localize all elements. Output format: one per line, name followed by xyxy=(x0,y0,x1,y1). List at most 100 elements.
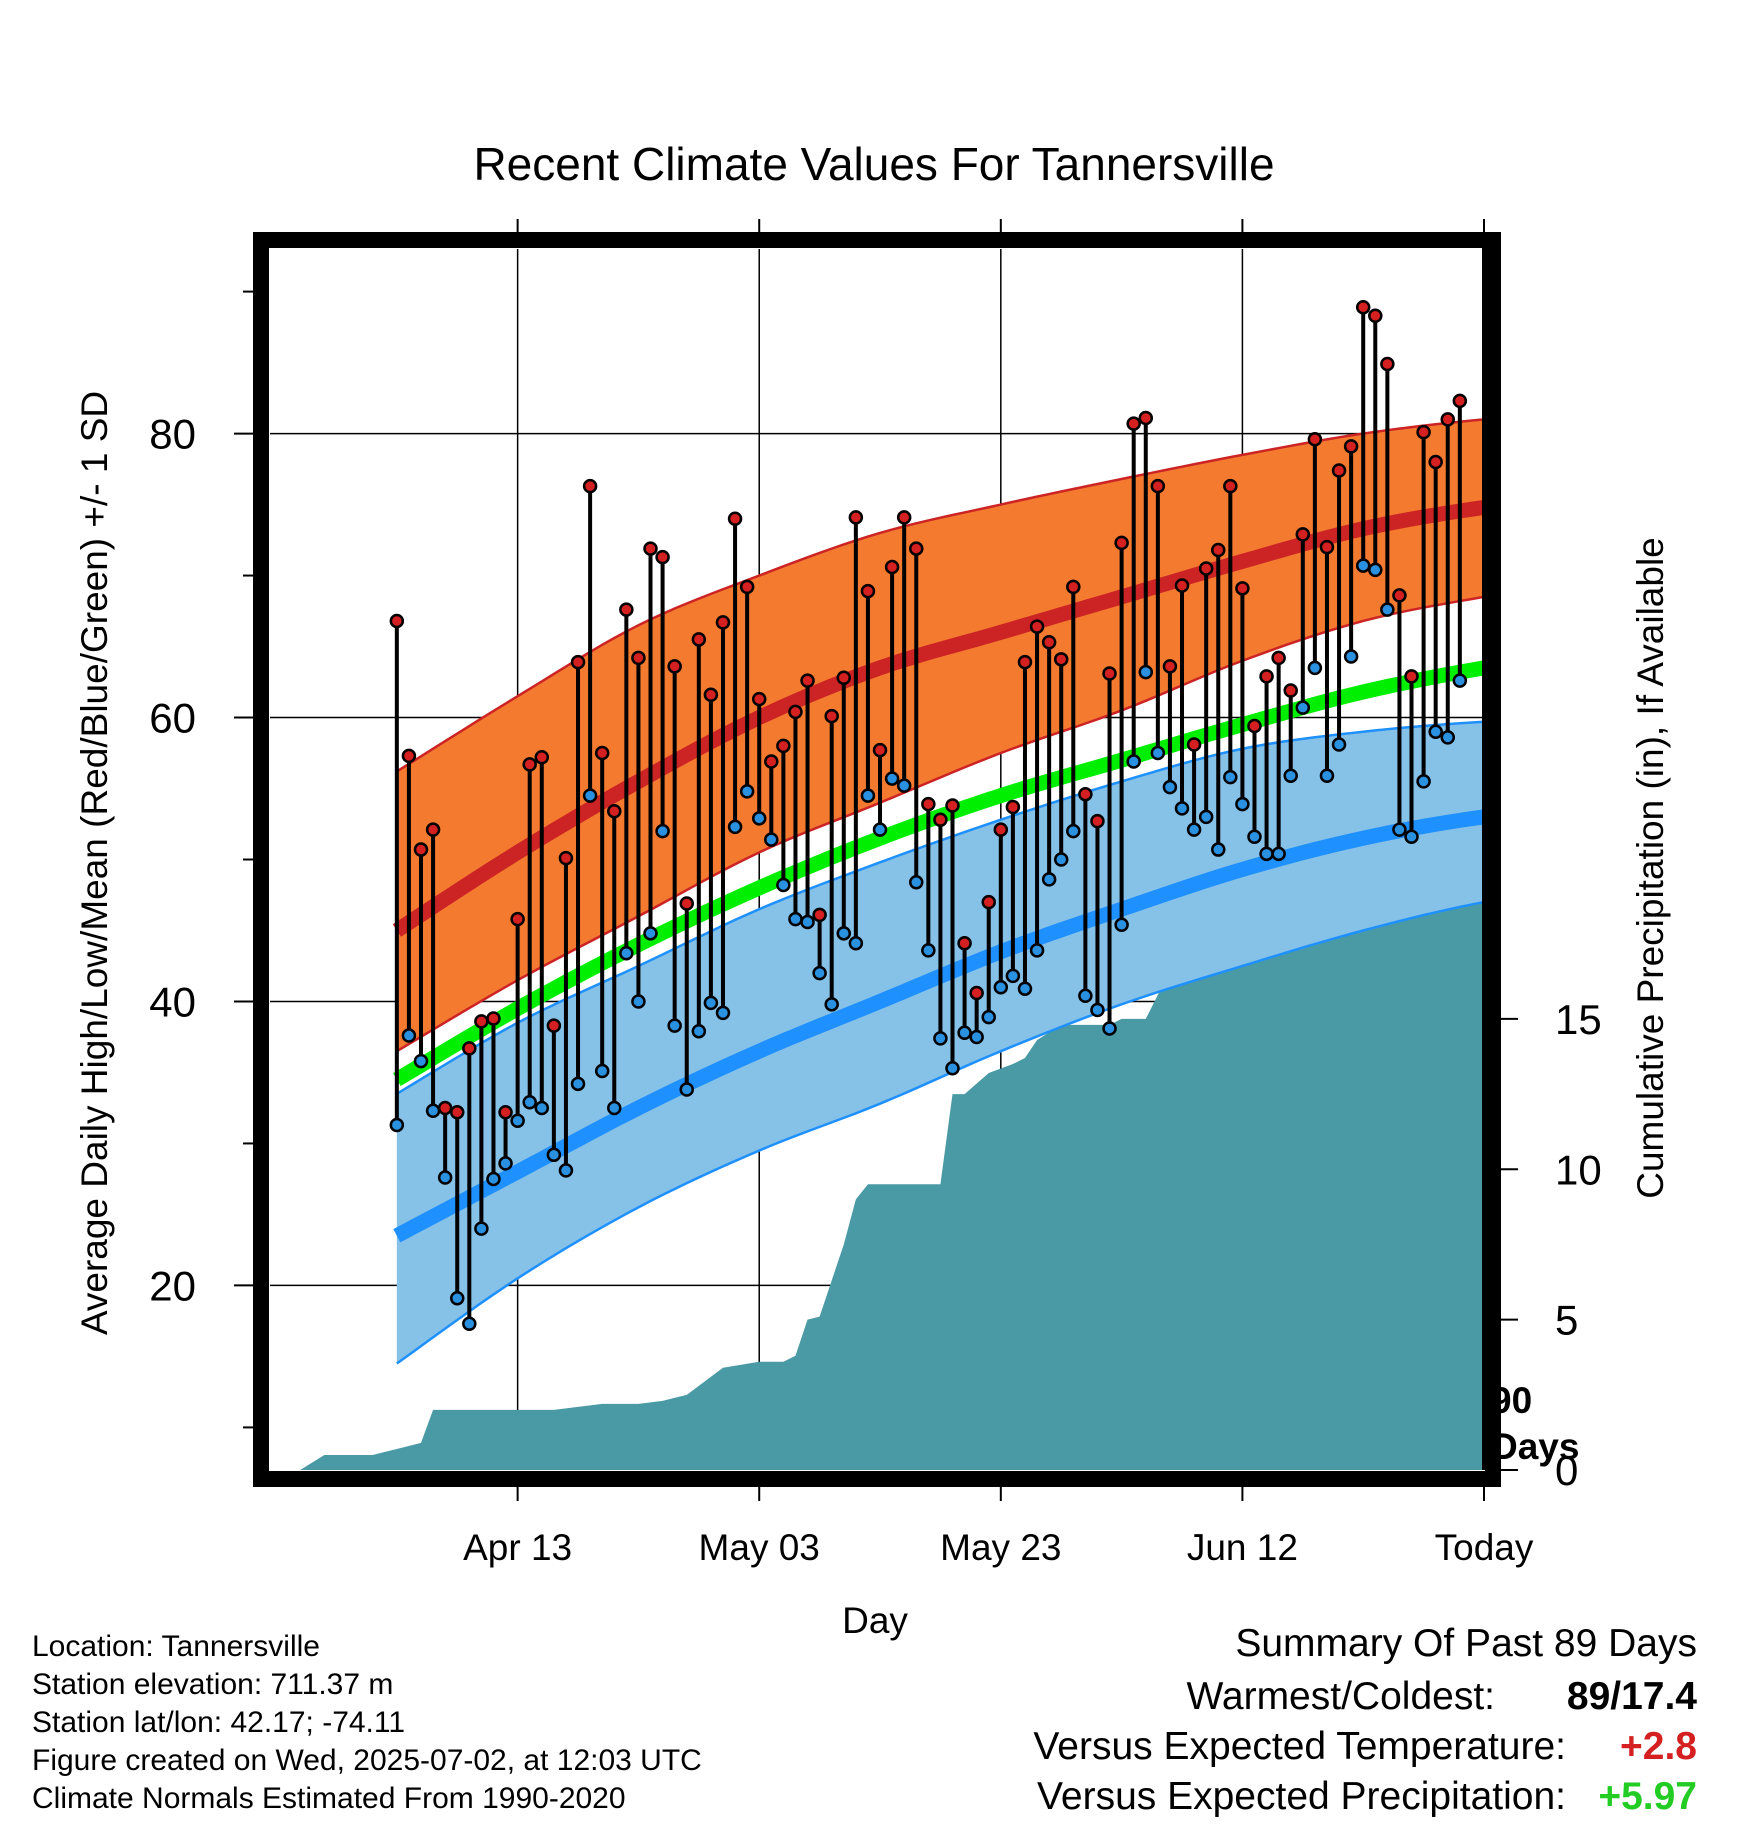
obs-low-point xyxy=(933,1031,948,1046)
obs-low-point xyxy=(1416,774,1431,789)
obs-low-point xyxy=(909,874,924,890)
high-band-upper-edge xyxy=(396,418,1484,773)
obs-low-point xyxy=(1283,768,1298,783)
obs-high-point xyxy=(486,1011,501,1026)
obs-high-point xyxy=(679,896,694,911)
obs-low-point xyxy=(1331,737,1347,752)
obs-high-point xyxy=(764,754,779,769)
obs-high-point xyxy=(619,602,634,617)
obs-low-point xyxy=(1210,842,1226,857)
obs-high-point xyxy=(522,757,537,772)
obs-low-point xyxy=(474,1221,489,1236)
obs-high-point xyxy=(1295,527,1311,542)
obs-high-point xyxy=(691,632,707,647)
obs-high-point xyxy=(498,1104,513,1120)
x-tick-label: May 23 xyxy=(940,1527,1061,1568)
obs-high-point xyxy=(860,583,876,599)
obs-high-point xyxy=(1235,581,1250,596)
obs-high-point xyxy=(1368,308,1383,323)
y2-tick-label: 0 xyxy=(1555,1447,1578,1494)
obs-low-point xyxy=(1259,846,1274,862)
obs-high-point xyxy=(884,559,900,575)
obs-low-point xyxy=(921,943,936,958)
obs-low-point xyxy=(884,771,900,786)
obs-high-point xyxy=(909,541,924,556)
today-label: Days xyxy=(1491,1426,1579,1467)
obs-low-point xyxy=(896,778,912,793)
obs-low-point xyxy=(631,994,646,1009)
temp-departure-value: +2.8 xyxy=(1620,1725,1697,1768)
obs-low-point xyxy=(619,945,634,961)
obs-low-point xyxy=(1150,745,1166,761)
obs-low-point xyxy=(486,1171,501,1187)
obs-low-point xyxy=(945,1060,960,1076)
obs-high-point xyxy=(921,796,936,812)
obs-low-point xyxy=(1186,822,1202,837)
obs-low-point xyxy=(1053,852,1069,867)
obs-low-point xyxy=(1162,779,1178,795)
obs-high-point xyxy=(1440,412,1456,427)
y-axis-label: Average Daily High/Low/Mean (Red/Blue/Gr… xyxy=(74,391,115,1335)
obs-high-point xyxy=(413,842,429,857)
obs-high-point xyxy=(1102,666,1117,681)
obs-low-point xyxy=(413,1053,429,1069)
obs-low-point xyxy=(872,822,888,837)
location-text: Location: Tannersville xyxy=(32,1630,320,1663)
obs-high-point xyxy=(1247,718,1262,734)
obs-low-point xyxy=(1271,846,1286,862)
obs-low-point xyxy=(498,1156,513,1171)
obs-low-point xyxy=(1138,664,1154,680)
obs-high-point xyxy=(1150,478,1166,494)
obs-low-point xyxy=(437,1170,453,1185)
obs-low-point xyxy=(1005,968,1021,984)
obs-high-point xyxy=(1005,799,1021,815)
obs-high-point xyxy=(1053,652,1069,667)
obs-high-point xyxy=(1162,659,1178,674)
obs-high-point xyxy=(1017,654,1033,670)
y-tick-label: 60 xyxy=(149,695,196,742)
elevation-text: Station elevation: 711.37 m xyxy=(32,1668,394,1701)
obs-low-point xyxy=(1198,809,1214,825)
obs-high-point xyxy=(462,1041,477,1056)
obs-low-point xyxy=(1078,988,1093,1004)
obs-low-point xyxy=(558,1163,574,1178)
axes-group: Apr 13 May 03 May 23 Jun 12 Today 20 40 60 80 0 5 1… xyxy=(149,219,1602,1568)
obs-low-point xyxy=(957,1025,972,1040)
obs-low-point xyxy=(1235,796,1250,812)
x-tick-label: May 03 xyxy=(699,1527,820,1568)
obs-low-point xyxy=(981,1009,996,1025)
obs-high-point xyxy=(1380,356,1395,372)
obs-low-point xyxy=(860,788,876,803)
obs-high-point xyxy=(800,673,815,688)
precip-area-group xyxy=(270,829,1484,1470)
obs-low-point xyxy=(1440,730,1456,745)
chart-title: Recent Climate Values For Tannersville xyxy=(473,138,1274,190)
precip-area xyxy=(270,829,1484,1470)
x-axis-label: Day xyxy=(842,1600,908,1641)
obs-low-point xyxy=(679,1082,694,1097)
obs-low-point xyxy=(1452,673,1468,688)
obs-low-point xyxy=(727,819,743,835)
obs-high-point xyxy=(1331,463,1347,478)
x-tick-label: Today xyxy=(1435,1527,1534,1568)
obs-low-point xyxy=(607,1100,622,1116)
obs-low-point xyxy=(1066,823,1081,839)
obs-low-point xyxy=(776,877,791,893)
obs-high-point xyxy=(1319,539,1335,555)
obs-high-point xyxy=(1078,786,1093,802)
y2-tick-label: 15 xyxy=(1555,996,1602,1043)
obs-low-point xyxy=(1319,768,1335,783)
y2-axis-label: Cumulative Precipitation (in), If Availa… xyxy=(1630,537,1671,1199)
obs-high-point xyxy=(1355,299,1371,315)
obs-high-point xyxy=(824,708,839,724)
precip-departure-label: Versus Expected Precipitation: xyxy=(1037,1775,1566,1818)
obs-low-point xyxy=(401,1028,417,1043)
obs-low-point xyxy=(788,911,803,927)
low-band-upper-edge xyxy=(396,720,1484,1095)
obs-low-point xyxy=(848,936,864,951)
obs-high-point xyxy=(1283,683,1298,698)
low-band-lower-edge xyxy=(396,900,1484,1365)
obs-low-point xyxy=(993,980,1009,995)
obs-low-point xyxy=(1392,822,1407,837)
